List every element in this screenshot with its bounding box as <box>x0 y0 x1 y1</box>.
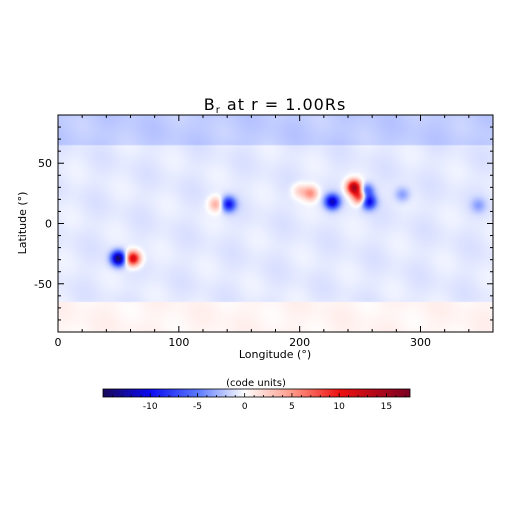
colorbar-axis: -10 -5 0 5 10 15 <box>112 393 406 412</box>
colorbar-tick-label: -10 <box>143 402 158 412</box>
axes: 0 100 200 300 -50 0 50 <box>34 114 494 349</box>
colorbar-tick-label: 0 <box>242 402 248 412</box>
y-tick-label: 0 <box>45 218 52 231</box>
x-tick-label: 100 <box>168 336 189 349</box>
chart-title: Br at r = 1.00Rs <box>204 95 347 116</box>
colorbar-tick-label: 5 <box>289 402 295 412</box>
x-axis-label: Longitude (°) <box>239 348 311 361</box>
colorbar-tick-label: 15 <box>381 402 392 412</box>
colorbar-tick-label: -5 <box>193 402 202 412</box>
colorbar <box>102 388 411 398</box>
colorbar-label: (code units) <box>226 378 286 389</box>
x-tick-label: 0 <box>55 336 62 349</box>
y-tick-label: 50 <box>38 157 52 170</box>
heatmap-image <box>58 115 493 332</box>
y-tick-label: -50 <box>34 278 52 291</box>
colorbar-tick-label: 10 <box>333 402 345 412</box>
x-tick-label: 200 <box>289 336 310 349</box>
heatmap <box>58 115 493 332</box>
x-tick-label: 300 <box>410 336 431 349</box>
y-axis-label: Latitude (°) <box>16 192 29 255</box>
